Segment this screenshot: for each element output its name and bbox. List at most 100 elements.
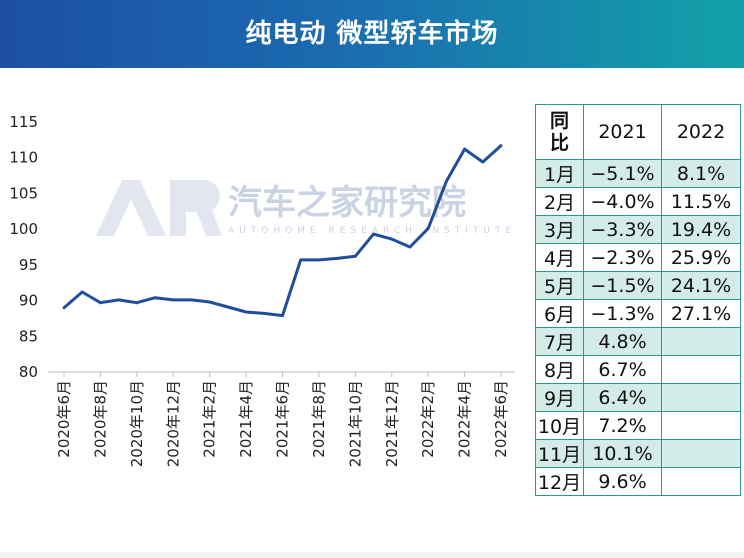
table-row: 5月 −1.5% 24.1% [535,271,741,300]
data-point [117,298,121,302]
header-month-line-1: 同 [549,110,569,132]
value-2022-cell [661,383,741,412]
month-cell: 6月 [535,299,584,328]
data-point [62,306,66,310]
header-2021: 2021 [583,104,662,160]
x-tick-label: 2022年4月 [456,380,474,458]
month-cell: 5月 [535,271,584,300]
month-cell: 7月 [535,327,584,356]
x-tick-label: 2022年2月 [419,380,437,458]
x-tick-label: 2020年8月 [91,380,109,458]
y-tick-label: 110 [9,149,38,167]
series [62,144,503,318]
data-point [190,298,193,302]
month-cell: 1月 [535,159,584,188]
month-cell: 8月 [535,355,584,384]
data-point [426,227,430,230]
x-tick-label: 2020年10月 [128,380,146,467]
value-2021-cell: 4.8% [583,327,662,356]
table-row: 7月 4.8% [535,327,741,356]
x-tick-label: 2020年6月 [55,380,73,458]
value-2021-cell: 10.1% [583,439,662,468]
data-point [153,296,157,300]
value-2022-cell [661,439,741,468]
line-chart: 汽车之家研究院 AUTOHOME RESEARCH INSTITUTE 80 85… [9,113,515,467]
header-bar: 纯电动 微型轿车市场 [0,0,744,68]
watermark-logo [96,180,222,236]
y-axis: 80 85 90 95 100 105 110 115 [9,113,38,381]
value-2021-cell: −3.3% [583,215,662,244]
value-2022-cell: 8.1% [661,159,741,188]
x-tick-label: 2021年2月 [201,380,219,458]
data-point [444,179,448,183]
value-2022-cell [661,355,741,384]
table-row: 3月 −3.3% 19.4% [535,215,741,244]
value-2022-cell: 25.9% [661,243,741,272]
watermark-text: 汽车之家研究院 [228,183,466,223]
table-row: 6月 −1.3% 27.1% [535,299,741,328]
header-2022: 2022 [661,104,741,160]
data-point [99,301,102,305]
y-tick-label: 115 [9,113,38,131]
value-2021-cell: 6.4% [583,383,662,412]
table-row: 1月 −5.1% 8.1% [535,159,741,188]
footer-strip [0,552,744,558]
table-row: 12月 9.6% [535,467,741,496]
x-tick-label: 2021年10月 [346,380,364,467]
data-point [335,257,339,260]
value-2022-cell: 11.5% [661,187,741,216]
value-2021-cell: 7.2% [583,411,662,440]
data-point [244,310,248,314]
yoy-table: 同 比 2021 2022 1月 −5.1% 8.1% 2月 −4.0% 11.5% 3月 −… [535,104,741,496]
header-month-line-2: 比 [549,132,569,154]
value-2021-cell: −4.0% [583,187,662,216]
x-tick-label: 2021年6月 [274,380,292,458]
data-point [135,301,139,305]
month-cell: 11月 [535,439,584,468]
x-tick-label: 2021年8月 [310,380,328,458]
y-tick-label: 80 [19,363,38,381]
data-point [499,144,503,147]
value-2022-cell: 27.1% [661,299,741,328]
month-cell: 4月 [535,243,584,272]
x-tick-label: 2020年12月 [164,380,182,467]
value-2022-cell [661,411,741,440]
data-point [353,254,357,258]
data-point [281,314,284,317]
month-cell: 2月 [535,187,584,216]
data-point [317,258,321,262]
y-tick-label: 90 [19,292,38,310]
table-header-row: 同 比 2021 2022 [535,104,741,160]
table-row: 4月 −2.3% 25.9% [535,243,741,272]
month-cell: 9月 [535,383,584,412]
data-point [481,160,485,164]
value-2022-cell [661,327,741,356]
x-tick-label: 2022年6月 [492,380,510,458]
value-2021-cell: −1.5% [583,271,662,300]
value-2022-cell: 19.4% [661,215,741,244]
value-2021-cell: −2.3% [583,243,662,272]
value-2021-cell: 6.7% [583,355,662,384]
y-tick-label: 95 [19,256,38,274]
data-point [226,305,230,309]
data-point [299,258,303,262]
x-tick-label: 2021年4月 [237,380,255,458]
value-2022-cell: 24.1% [661,271,741,300]
y-tick-label: 100 [9,220,38,238]
data-point [171,298,175,302]
data-point [390,237,394,241]
month-cell: 10月 [535,411,584,440]
header-month: 同 比 [535,104,584,160]
data-point [262,312,266,315]
x-axis: 2020年6月 2020年8月 2020年10月 2020年12月 2021年2月 202… [48,371,515,467]
y-tick-label: 85 [19,327,38,345]
watermark: 汽车之家研究院 AUTOHOME RESEARCH INSTITUTE [96,180,511,236]
data-point [80,290,84,294]
value-2021-cell: 9.6% [583,467,662,496]
x-tick-label: 2021年12月 [383,380,401,467]
data-point [208,300,212,304]
table-row: 8月 6.7% [535,355,741,384]
value-2021-cell: −1.3% [583,299,662,328]
table-row: 10月 7.2% [535,411,741,440]
y-tick-label: 105 [9,184,38,202]
